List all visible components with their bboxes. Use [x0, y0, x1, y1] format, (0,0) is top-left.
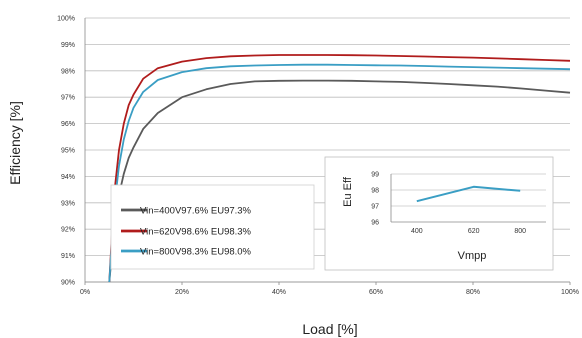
inset-x-tick-label: 800 [514, 228, 526, 235]
y-tick-label: 95% [61, 148, 75, 155]
inset-x-tick-label: 620 [468, 228, 480, 235]
y-tick-label: 100% [57, 16, 75, 23]
x-axis-label: Load [%] [302, 321, 357, 337]
y-tick-label: 98% [61, 68, 75, 75]
inset-y-tick-labels: 96 97 98 99 [371, 172, 379, 227]
series-line-1 [108, 54, 571, 283]
y-tick-label: 93% [61, 200, 75, 207]
y-tick-label: 94% [61, 174, 75, 181]
main-x-tick-labels: 0% 20% 40% 60% 80% 100% [80, 289, 579, 296]
inset-y-tick-label: 99 [371, 172, 379, 179]
legend-label-1: Vin=620V98.6% EU98.3% [140, 227, 252, 238]
inset-chart: 96 97 98 99 400 620 800 Eu Eff Vmpp [324, 156, 554, 271]
main-axes [84, 18, 571, 285]
inset-x-axis-label: Vmpp [458, 250, 487, 262]
y-tick-label: 90% [61, 280, 75, 287]
legend-label-2: Vin=800V98.3% EU98.0% [140, 247, 252, 258]
x-tick-label: 40% [272, 289, 286, 296]
inset-y-tick-label: 97 [371, 204, 379, 211]
inset-y-tick-label: 98 [371, 188, 379, 195]
y-axis-label: Efficiency [%] [7, 101, 23, 185]
y-tick-label: 92% [61, 227, 75, 234]
x-tick-label: 20% [175, 289, 189, 296]
x-tick-label: 0% [80, 289, 90, 296]
main-plot: 90% 91% 92% 93% 94% 95% 96% 97% 98% 99% 100% 0% 20%… [57, 16, 579, 297]
inset-x-tick-label: 400 [411, 228, 423, 235]
inset-y-tick-label: 96 [371, 220, 379, 227]
y-tick-label: 91% [61, 253, 75, 260]
x-tick-label: 80% [466, 289, 480, 296]
inset-x-tick-labels: 400 620 800 [411, 228, 526, 235]
y-tick-label: 99% [61, 42, 75, 49]
legend-label-0: Vin=400V97.6% EU97.3% [140, 206, 252, 217]
series-line-0 [108, 79, 571, 283]
main-series [108, 54, 571, 283]
y-tick-label: 96% [61, 121, 75, 128]
inset-y-axis-label: Eu Eff [342, 176, 354, 207]
inset-frame [324, 156, 554, 271]
series-line-2 [108, 63, 571, 283]
legend-box [110, 184, 315, 270]
x-tick-label: 60% [369, 289, 383, 296]
inset-series [416, 185, 521, 203]
main-y-tick-labels: 90% 91% 92% 93% 94% 95% 96% 97% 98% 99% 100% [57, 16, 75, 287]
legend: Vin=400V97.6% EU97.3% Vin=620V98.6% EU98.… [110, 184, 315, 270]
y-tick-label: 97% [61, 95, 75, 102]
inset-axes [390, 174, 546, 223]
inset-series-line-0 [416, 185, 521, 203]
x-tick-label: 100% [561, 289, 579, 296]
